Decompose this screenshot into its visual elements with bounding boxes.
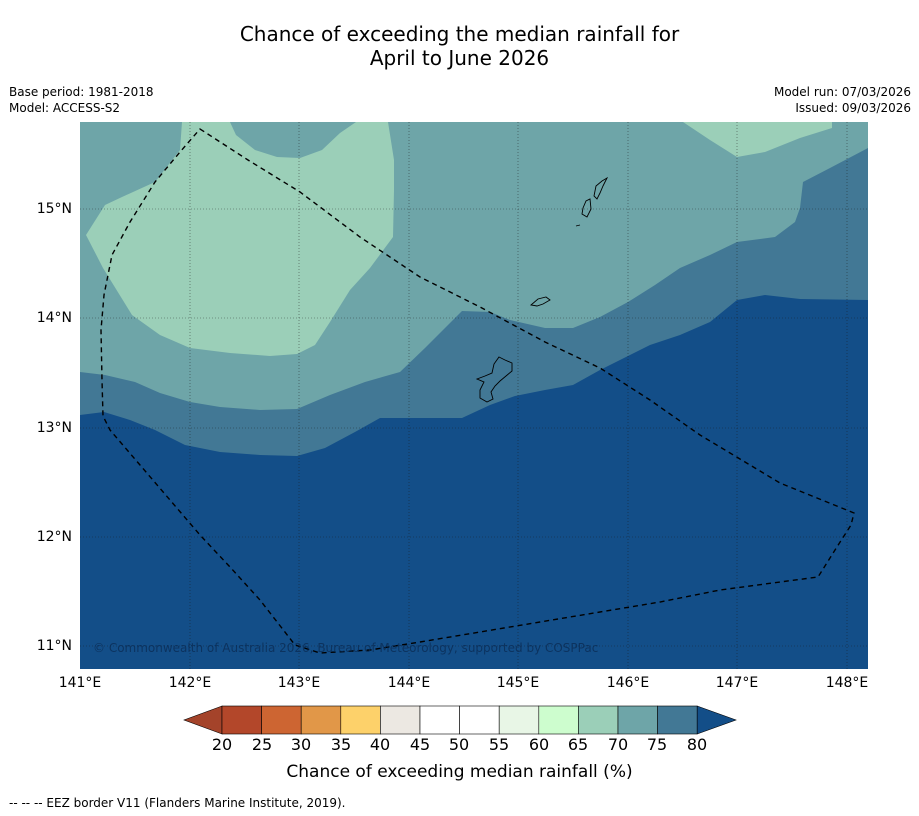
colorbar-segment xyxy=(340,705,381,735)
eez-legend: -- -- -- EEZ border V11 (Flanders Marine… xyxy=(9,796,346,810)
colorbar-segment xyxy=(380,705,421,735)
graticule xyxy=(80,122,868,669)
colorbar-tick: 20 xyxy=(211,735,233,754)
lon-label: 146°E xyxy=(606,675,650,691)
colorbar-under-arrow xyxy=(183,705,223,735)
colorbar-over-arrow xyxy=(696,705,737,735)
colorbar-segment xyxy=(657,705,698,735)
lon-label: 147°E xyxy=(715,675,759,691)
model-name: Model: ACCESS-S2 xyxy=(9,101,121,115)
lon-label: 142°E xyxy=(168,675,212,691)
island-tinian xyxy=(581,198,592,218)
island-guam xyxy=(475,356,513,403)
colorbar-segment xyxy=(538,705,579,735)
colorbar-segment xyxy=(419,705,460,735)
colorbar-segment xyxy=(617,705,658,735)
colorbar-tick: 60 xyxy=(528,735,550,754)
colorbar-tick: 75 xyxy=(646,735,668,754)
colorbar-tick: 30 xyxy=(290,735,312,754)
colorbar-tick: 50 xyxy=(448,735,470,754)
region-80-plus xyxy=(80,295,868,669)
title-line-1: Chance of exceeding the median rainfall … xyxy=(239,22,680,46)
colorbar-segment xyxy=(459,705,500,735)
colorbar-tick: 40 xyxy=(369,735,391,754)
region-65-70-west xyxy=(86,122,394,356)
colorbar-segment xyxy=(498,705,540,735)
colorbar-segment xyxy=(261,705,302,735)
base-period: Base period: 1981-2018 xyxy=(9,85,154,99)
colorbar-segment xyxy=(300,705,342,735)
issued-date: Issued: 09/03/2026 xyxy=(795,101,911,115)
colorbar-tick: 45 xyxy=(409,735,431,754)
meta-right: Model run: 07/03/2026 Issued: 09/03/2026 xyxy=(774,84,911,116)
lat-label: 14°N xyxy=(36,310,72,326)
eez-border xyxy=(100,128,855,654)
island-saipan xyxy=(593,176,609,200)
model-run-date: Model run: 07/03/2026 xyxy=(773,85,911,99)
lon-label: 144°E xyxy=(387,675,431,691)
colorbar-tick: 80 xyxy=(686,735,708,754)
region-65-70-northeast xyxy=(683,122,832,157)
colorbar-title: Chance of exceeding median rainfall (%) xyxy=(286,762,633,782)
lat-label: 11°N xyxy=(36,638,72,654)
lon-label: 143°E xyxy=(277,675,321,691)
colorbar-tick: 65 xyxy=(567,735,589,754)
colorbar-tick: 55 xyxy=(488,735,510,754)
colorbar-tick: 70 xyxy=(607,735,629,754)
meta-left: Base period: 1981-2018 Model: ACCESS-S2 xyxy=(9,84,154,116)
lat-label: 15°N xyxy=(36,201,72,217)
colorbar-tick: 35 xyxy=(330,735,352,754)
colorbar xyxy=(183,705,737,735)
colorbar-segment xyxy=(578,705,619,735)
colorbar-tick: 25 xyxy=(251,735,273,754)
island-aguijan xyxy=(575,224,581,227)
island-rota xyxy=(529,296,551,307)
colorbar-segment xyxy=(221,705,262,735)
lat-label: 12°N xyxy=(36,529,72,545)
lat-label: 13°N xyxy=(36,420,72,436)
lon-label: 145°E xyxy=(496,675,540,691)
islands xyxy=(475,176,609,403)
lon-label: 148°E xyxy=(825,675,869,691)
lon-label: 141°E xyxy=(58,675,102,691)
title-line-2: April to June 2026 xyxy=(369,46,550,70)
copyright-notice: © Commonwealth of Australia 2026, Bureau… xyxy=(93,641,599,655)
map-title: Chance of exceeding the median rainfall … xyxy=(0,22,919,70)
rainfall-probability-field xyxy=(80,122,868,669)
